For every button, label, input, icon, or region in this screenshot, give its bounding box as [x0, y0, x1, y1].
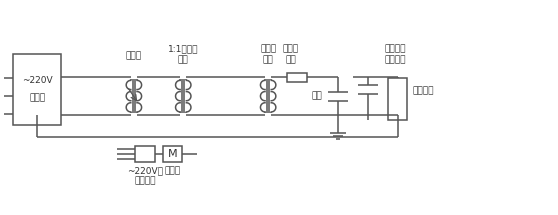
Text: M: M	[167, 149, 177, 159]
Bar	[13, 54, 61, 125]
Bar	[287, 73, 307, 82]
Text: 无局放耦: 无局放耦	[385, 44, 406, 53]
Text: 检测阻抗: 检测阻抗	[412, 87, 434, 96]
Text: 高压滤: 高压滤	[283, 44, 299, 53]
Text: ~220V: ~220V	[22, 76, 52, 85]
Bar	[388, 78, 407, 120]
Text: 压器: 压器	[178, 55, 189, 64]
Text: ~220V隔: ~220V隔	[127, 167, 163, 176]
Text: 压器: 压器	[263, 55, 273, 64]
Text: 控制台: 控制台	[29, 93, 45, 102]
Text: 局放仪: 局放仪	[165, 167, 180, 176]
Bar	[162, 146, 182, 162]
Text: 1:1隔离变: 1:1隔离变	[168, 44, 199, 53]
Text: 调压器: 调压器	[126, 51, 142, 60]
Text: 合电容器: 合电容器	[385, 55, 406, 64]
Text: 试验变: 试验变	[260, 44, 276, 53]
Bar	[135, 146, 155, 162]
Text: 波器: 波器	[286, 55, 296, 64]
Text: 试品: 试品	[312, 92, 323, 101]
Text: 离滤波器: 离滤波器	[134, 177, 156, 186]
